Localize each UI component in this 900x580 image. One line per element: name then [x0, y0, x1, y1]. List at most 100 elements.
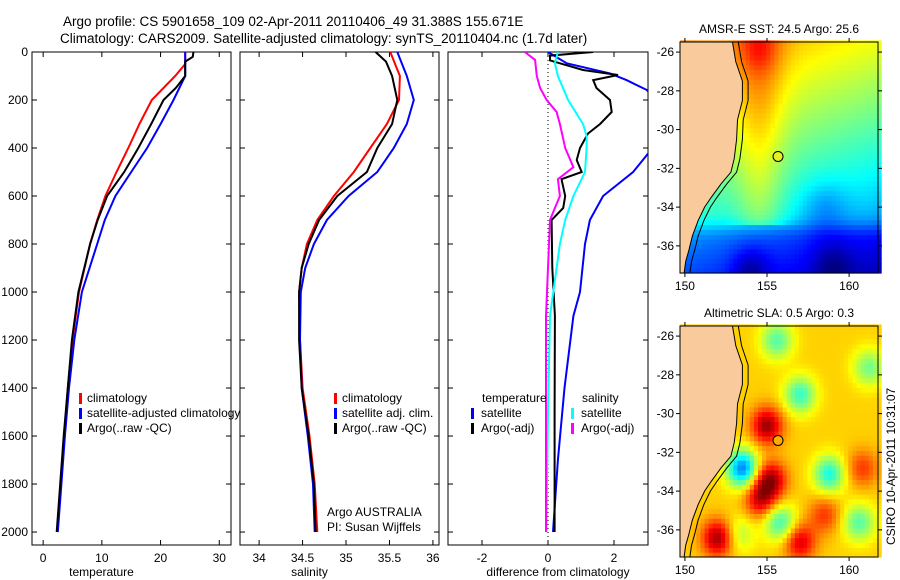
- map-cell: [704, 243, 710, 250]
- map-cell: [877, 234, 882, 240]
- map-cell: [749, 372, 755, 379]
- map-cell: [827, 84, 833, 90]
- map-cell: [819, 127, 825, 134]
- map-cell: [799, 547, 804, 553]
- legend-swatch: [79, 393, 82, 404]
- map-cell: [758, 171, 763, 177]
- map-cell: [811, 329, 816, 335]
- map-cell: [811, 435, 816, 442]
- map-cell: [872, 214, 878, 221]
- map-cell: [794, 113, 800, 119]
- map-cell: [872, 489, 878, 495]
- legend-group-temperature: temperature: [482, 391, 547, 405]
- map-cell: [868, 469, 874, 476]
- map-cell: [844, 210, 849, 216]
- map-cell: [864, 368, 870, 374]
- map-cell: [799, 537, 804, 543]
- map-cell: [868, 479, 874, 485]
- map-cell: [753, 537, 759, 543]
- map-cell: [836, 190, 841, 196]
- lat-tick-label: -26: [657, 45, 675, 59]
- map-cell: [749, 450, 755, 456]
- map-cell: [753, 122, 759, 129]
- map-cell: [819, 358, 825, 364]
- map-cell: [741, 532, 747, 539]
- map-cell: [745, 426, 751, 432]
- map-cell: [737, 542, 743, 548]
- map-cell: [778, 239, 784, 245]
- map-cell: [790, 55, 796, 61]
- map-cell: [790, 353, 796, 359]
- map-cell: [774, 484, 780, 490]
- map-cell: [762, 406, 767, 413]
- map-cell: [868, 239, 874, 245]
- map-cell: [844, 513, 849, 519]
- map-cell: [840, 464, 845, 471]
- series-line-temperature-satellite: [547, 52, 648, 533]
- map-cell: [807, 474, 812, 480]
- map-cell: [758, 372, 763, 379]
- map-cell: [774, 387, 780, 393]
- map-cell: [762, 343, 767, 350]
- map-cell: [823, 489, 829, 495]
- map-cell: [844, 464, 849, 471]
- map-cell: [794, 93, 800, 100]
- map-cell: [786, 118, 792, 124]
- map-cell: [823, 180, 829, 187]
- map-cell: [864, 411, 870, 418]
- map-cell: [848, 513, 853, 519]
- map-cell: [860, 137, 866, 143]
- map-cell: [774, 118, 780, 124]
- map-cell: [708, 508, 714, 514]
- map-cell: [766, 363, 771, 369]
- map-cell: [836, 363, 841, 369]
- map-cell: [860, 372, 866, 379]
- map-cell: [836, 258, 841, 264]
- map-cell: [790, 98, 796, 104]
- map-cell: [753, 445, 759, 451]
- map-cell: [840, 132, 845, 138]
- map-cell: [774, 243, 780, 250]
- map-cell: [823, 411, 829, 418]
- map-cell: [749, 253, 755, 259]
- map-cell: [868, 421, 874, 427]
- map-cell: [794, 40, 800, 46]
- map-cell: [737, 494, 743, 500]
- map-cell: [852, 59, 858, 66]
- map-cell: [766, 142, 771, 148]
- map-cell: [778, 118, 784, 124]
- map-cell: [868, 339, 874, 345]
- map-cell: [721, 190, 726, 196]
- map-cell: [758, 450, 763, 456]
- map-cell: [872, 440, 878, 447]
- map-cell: [872, 358, 878, 364]
- map-cell: [848, 532, 853, 539]
- map-cell: [774, 166, 780, 172]
- map-cell: [844, 523, 849, 529]
- map-cell: [737, 268, 743, 274]
- map-cell: [803, 537, 808, 543]
- map-cell: [836, 445, 841, 451]
- map-cell: [852, 253, 858, 259]
- map-cell: [790, 324, 796, 330]
- map-cell: [811, 93, 816, 100]
- map-cell: [831, 348, 837, 355]
- map-cell: [852, 489, 858, 495]
- map-cell: [696, 552, 702, 558]
- map-cell: [815, 353, 821, 359]
- map-cell: [774, 392, 780, 398]
- map-cell: [852, 372, 858, 379]
- map-cell: [799, 353, 804, 359]
- map-cell: [844, 479, 849, 485]
- map-cell: [766, 397, 771, 403]
- map-cell: [856, 50, 862, 56]
- map-cell: [807, 210, 812, 216]
- map-cell: [749, 460, 755, 466]
- map-cell: [794, 122, 800, 129]
- map-cell: [807, 205, 812, 211]
- map-cell: [753, 377, 759, 384]
- map-cell: [749, 532, 755, 539]
- legend-entry: Argo(-adj): [581, 421, 634, 435]
- map-cell: [799, 431, 804, 437]
- map-cell: [737, 59, 743, 66]
